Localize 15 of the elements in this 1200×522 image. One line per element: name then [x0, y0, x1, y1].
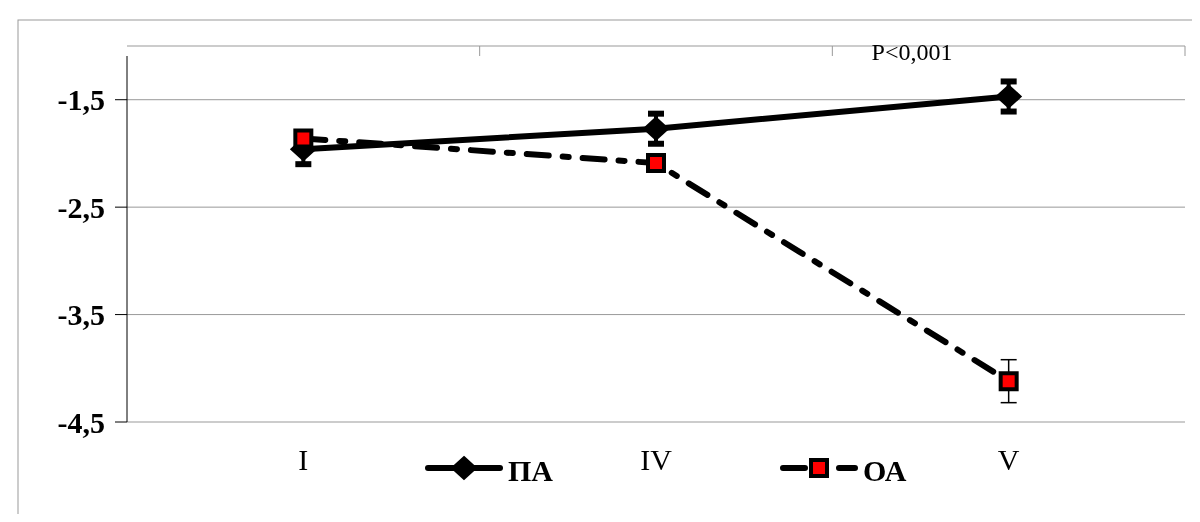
annotation: P<0,001 — [871, 39, 953, 65]
y-tick-label: -3,5 — [57, 298, 105, 332]
point — [998, 371, 1019, 392]
y-tick-label: -4,5 — [57, 405, 105, 439]
x-tick-label: IV — [640, 443, 673, 476]
x-tick-label: V — [997, 443, 1020, 476]
legend-label: ОА — [863, 453, 907, 487]
point — [643, 116, 669, 141]
point — [646, 153, 666, 174]
point — [995, 84, 1022, 109]
y-tick-label: -1,5 — [57, 83, 105, 117]
x-tick-label: I — [298, 443, 309, 476]
y-tick-label: -2,5 — [57, 190, 105, 224]
point — [293, 128, 314, 149]
legend-label: ПА — [508, 453, 554, 487]
